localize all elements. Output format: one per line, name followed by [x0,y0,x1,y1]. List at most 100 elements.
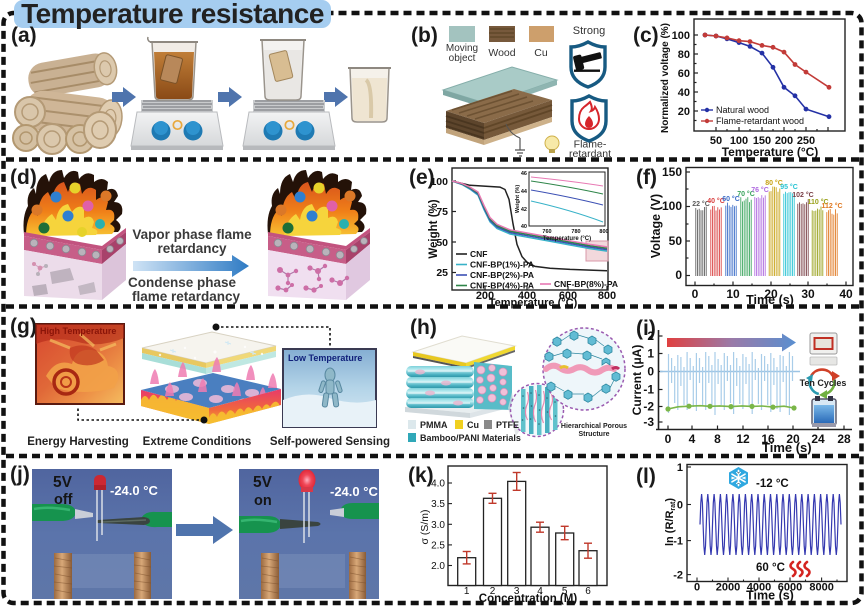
svg-text:High Temperature: High Temperature [40,326,116,336]
svg-text:20: 20 [678,106,690,118]
svg-text:800: 800 [599,229,608,235]
svg-text:760: 760 [542,229,551,235]
svg-text:75: 75 [436,206,448,218]
svg-text:95 °C: 95 °C [780,183,798,191]
svg-text:5V: 5V [253,474,273,491]
svg-text:Current (μA): Current (μA) [630,345,644,416]
svg-text:100: 100 [730,135,748,147]
svg-text:retardancy: retardancy [157,241,227,256]
svg-text:off: off [54,492,73,508]
svg-text:CNF-BP(4%)-PA: CNF-BP(4%)-PA [470,281,534,291]
svg-text:Self-powered Sensing: Self-powered Sensing [270,436,390,448]
svg-text:100: 100 [662,199,682,213]
svg-text:1: 1 [647,347,654,361]
svg-text:250: 250 [797,135,815,147]
svg-text:70 °C: 70 °C [737,190,755,198]
svg-text:0: 0 [692,287,699,301]
svg-text:2: 2 [647,329,654,343]
svg-text:3: 3 [514,586,520,597]
svg-text:Weight (%): Weight (%) [428,199,440,258]
svg-text:0: 0 [665,432,672,446]
svg-text:Bamboo/PANI Materials: Bamboo/PANI Materials [420,433,521,443]
svg-text:28: 28 [837,432,851,446]
svg-text:100: 100 [672,30,690,42]
svg-text:100: 100 [430,176,448,188]
svg-text:80: 80 [678,49,690,61]
svg-text:600: 600 [559,290,577,302]
svg-text:CNF-BP(2%)-PA: CNF-BP(2%)-PA [470,270,534,280]
svg-text:PTFE: PTFE [496,420,519,430]
svg-text:30: 30 [801,287,815,301]
svg-text:76 °C: 76 °C [751,186,769,194]
svg-text:-2: -2 [673,570,683,582]
svg-text:Normalized voltage (%): Normalized voltage (%) [660,23,671,133]
svg-text:1: 1 [677,462,683,474]
svg-text:Cu: Cu [467,420,479,430]
svg-text:150: 150 [662,165,682,179]
svg-text:on: on [254,493,272,509]
svg-text:Flame-: Flame- [574,139,607,151]
svg-text:Extreme Conditions: Extreme Conditions [143,436,252,448]
svg-text:Condense phase: Condense phase [128,275,237,290]
svg-text:24: 24 [811,432,825,446]
svg-text:60 °C: 60 °C [756,562,785,574]
svg-text:4: 4 [537,586,543,597]
svg-text:Vapor phase flame: Vapor phase flame [132,227,252,242]
svg-text:-3: -3 [643,415,654,429]
svg-text:16: 16 [761,432,775,446]
svg-text:2.5: 2.5 [431,540,445,551]
svg-text:8: 8 [714,432,721,446]
svg-text:Wood: Wood [488,47,515,59]
svg-text:-1: -1 [673,536,683,548]
svg-text:-1: -1 [643,383,654,397]
svg-text:780: 780 [571,229,580,235]
svg-text:5V: 5V [53,474,73,491]
svg-text:Time (s): Time (s) [762,440,812,455]
svg-text:Flame-retardant wood: Flame-retardant wood [716,116,804,126]
svg-text:Low Temperature: Low Temperature [288,353,362,363]
svg-text:2: 2 [490,586,496,597]
svg-text:object: object [449,53,476,64]
svg-text:-2: -2 [643,400,654,414]
svg-text:112 °C: 112 °C [821,202,842,210]
svg-text:1: 1 [464,586,470,597]
svg-text:retardant: retardant [569,148,611,160]
svg-text:0: 0 [677,500,683,512]
svg-text:4.0: 4.0 [431,479,445,490]
svg-text:σ (S/m): σ (S/m) [419,509,431,544]
svg-text:Temperature (°C): Temperature (°C) [543,236,591,242]
svg-text:Energy Harvesting: Energy Harvesting [27,436,129,448]
svg-text:22 °C: 22 °C [692,200,710,208]
svg-text:10: 10 [726,287,740,301]
svg-text:40: 40 [678,87,690,99]
svg-text:CNF: CNF [470,249,487,259]
svg-text:80 °C: 80 °C [765,179,783,187]
svg-text:Ten Cycles: Ten Cycles [800,378,847,388]
svg-text:PMMA: PMMA [420,420,448,430]
svg-text:-24.0 °C: -24.0 °C [110,483,158,498]
svg-text:Natural wood: Natural wood [716,105,769,115]
svg-text:Cu: Cu [534,47,548,59]
svg-text:40 °C: 40 °C [707,197,725,205]
svg-text:flame retardancy: flame retardancy [132,289,241,304]
svg-text:200: 200 [775,135,793,147]
svg-text:40: 40 [839,287,853,301]
svg-text:0: 0 [694,582,700,594]
svg-text:4: 4 [689,432,696,446]
svg-text:6000: 6000 [778,582,802,594]
svg-text:60: 60 [678,68,690,80]
svg-text:20: 20 [764,287,778,301]
svg-text:50: 50 [669,234,683,248]
svg-text:20: 20 [786,432,800,446]
svg-text:200: 200 [476,290,494,302]
svg-text:-12 °C: -12 °C [756,478,789,490]
svg-text:40: 40 [521,224,527,230]
svg-text:6: 6 [585,586,591,597]
svg-text:0: 0 [647,365,654,379]
svg-text:12: 12 [736,432,750,446]
svg-text:400: 400 [518,290,536,302]
svg-text:ln (R/Rrat): ln (R/Rrat) [664,498,677,546]
svg-text:5: 5 [562,586,568,597]
svg-text:Strong: Strong [573,25,605,37]
svg-text:Temperature (°C): Temperature (°C) [489,297,578,309]
